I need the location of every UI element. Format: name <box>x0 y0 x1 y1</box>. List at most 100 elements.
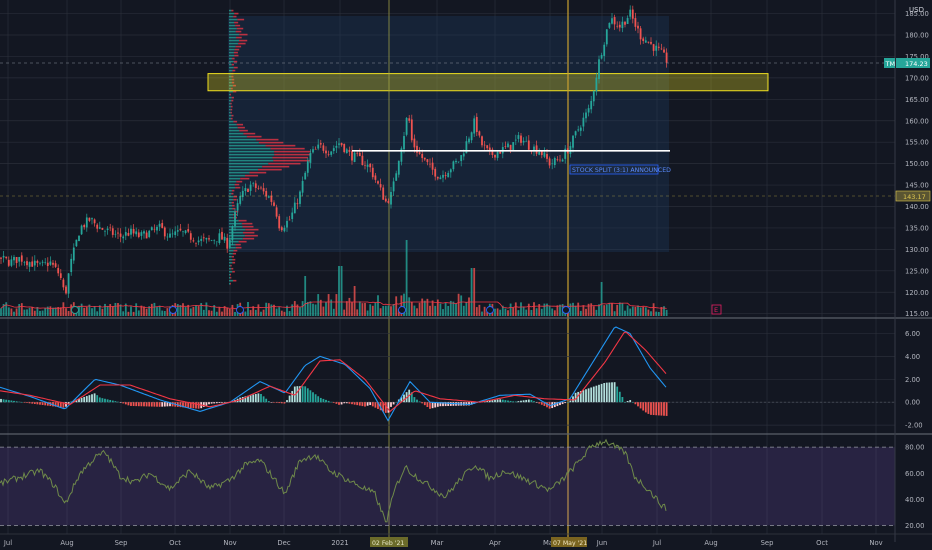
volume-bar <box>631 306 634 316</box>
candle-down <box>650 41 652 44</box>
macd-histogram-bar <box>15 401 18 403</box>
macd-histogram-bar <box>67 402 70 404</box>
candle-down <box>262 188 265 192</box>
macd-histogram-bar <box>665 402 668 416</box>
volume-bar <box>265 302 268 316</box>
profile-bar-up <box>229 255 232 258</box>
macd-histogram-bar <box>426 402 429 408</box>
macd-histogram-bar <box>41 402 44 406</box>
candle-down <box>481 136 483 146</box>
price-tick: 160.00 <box>905 117 929 125</box>
macd-histogram-bar <box>182 402 184 408</box>
candle-down <box>270 195 273 202</box>
candle-up <box>514 139 517 141</box>
marked-price-tag[interactable]: 143.17 <box>895 190 931 202</box>
macd-histogram-bar <box>213 402 216 404</box>
profile-bar-down <box>237 18 245 21</box>
candle-down <box>616 25 619 27</box>
volume-bar <box>351 302 353 316</box>
volume-bar <box>418 302 421 316</box>
macd-histogram-bar <box>163 402 166 407</box>
profile-bar-down <box>246 135 262 138</box>
profile-bar-up <box>229 120 234 123</box>
date-tag-feb[interactable]: 02 Feb '21 <box>370 537 408 547</box>
candle-up <box>114 233 117 235</box>
rsi-tick: 40.00 <box>905 496 924 504</box>
price-tick: 150.00 <box>905 160 929 168</box>
profile-bar-up <box>229 165 263 168</box>
earnings-badge[interactable]: E <box>711 304 722 315</box>
macd-histogram-bar <box>488 400 491 403</box>
volume-bar <box>218 307 221 316</box>
volume-bar <box>78 305 80 316</box>
time-axis[interactable]: JulAugSepOctNovDec2021FebMarAprMayJunJul… <box>3 539 883 547</box>
event-markers[interactable] <box>71 306 570 314</box>
volume-bar <box>117 303 119 316</box>
profile-bar-up <box>229 114 232 117</box>
macd-histogram-bar <box>317 396 320 403</box>
candle-up <box>390 191 392 205</box>
time-label: Aug <box>60 539 73 547</box>
price-axis[interactable]: 115.00 120.00 125.00 130.00 135.00 140.00 145.… <box>905 10 929 318</box>
candle-down <box>192 240 195 242</box>
candle-up <box>78 235 80 242</box>
macd-histogram-bar <box>197 402 200 409</box>
volume-bar <box>559 304 561 316</box>
profile-bar-down <box>233 249 238 252</box>
candle-down <box>486 145 489 149</box>
macd-histogram-bar <box>390 402 392 407</box>
volume-bar <box>629 308 632 316</box>
macd-histogram-bar <box>257 393 260 403</box>
support-zone[interactable] <box>207 73 769 92</box>
volume-bar <box>122 311 125 316</box>
macd-axis[interactable]: -2.00 0.00 2.00 4.00 6.00 <box>905 330 923 430</box>
macd-histogram-bar <box>434 402 437 408</box>
volume-bar <box>314 304 317 316</box>
macd-histogram-bar <box>392 402 395 405</box>
price-tick: 180.00 <box>905 32 929 40</box>
macd-histogram-bar <box>566 402 569 403</box>
candle-down <box>260 187 262 189</box>
volume-bar <box>41 310 44 316</box>
volume-bar <box>475 307 478 316</box>
macd-histogram-bar <box>260 393 262 403</box>
profile-bar-down <box>245 228 259 231</box>
candle-up <box>228 239 231 248</box>
candle-down <box>31 261 34 267</box>
candle-down <box>314 149 317 150</box>
profile-bar-up <box>229 198 234 201</box>
candle-down <box>327 154 330 155</box>
volume-bar <box>369 304 372 316</box>
macd-histogram-bar <box>626 401 629 403</box>
rsi-tick: 20.00 <box>905 522 924 530</box>
macd-histogram-bar <box>130 402 132 406</box>
volume-bar <box>663 306 665 316</box>
last-price-tag[interactable]: 174.23 <box>896 58 930 68</box>
profile-bar-down <box>234 210 239 213</box>
volume-bar <box>319 299 322 316</box>
macd-histogram-bar <box>7 400 10 403</box>
macd-histogram-bar <box>421 402 424 404</box>
candle-down <box>273 202 275 206</box>
volume-bar <box>26 309 28 316</box>
volume-bar <box>481 311 483 316</box>
event-marker <box>169 306 177 314</box>
split-annotation[interactable]: STOCK SPLIT (3:1) ANNOUNCED <box>569 164 671 175</box>
candle-down <box>535 145 538 154</box>
macd-histogram-bar <box>639 402 642 409</box>
symbol-tag[interactable]: TM <box>884 58 895 68</box>
candle-down <box>657 46 660 48</box>
candle-down <box>46 262 49 267</box>
volume-bar <box>197 306 200 316</box>
date-tag-may[interactable]: 07 May '21 <box>551 537 587 547</box>
candle-down <box>93 219 96 224</box>
volume-bar <box>208 310 210 316</box>
macd-histogram-bar <box>283 402 286 404</box>
profile-bar-down <box>236 27 244 30</box>
candle-up <box>442 174 444 178</box>
macd-histogram-bar <box>546 402 548 408</box>
macd-histogram-bar <box>153 402 156 407</box>
volume-bar <box>327 294 330 316</box>
rsi-axis[interactable]: 20.00 40.00 60.00 80.00 <box>905 444 924 530</box>
